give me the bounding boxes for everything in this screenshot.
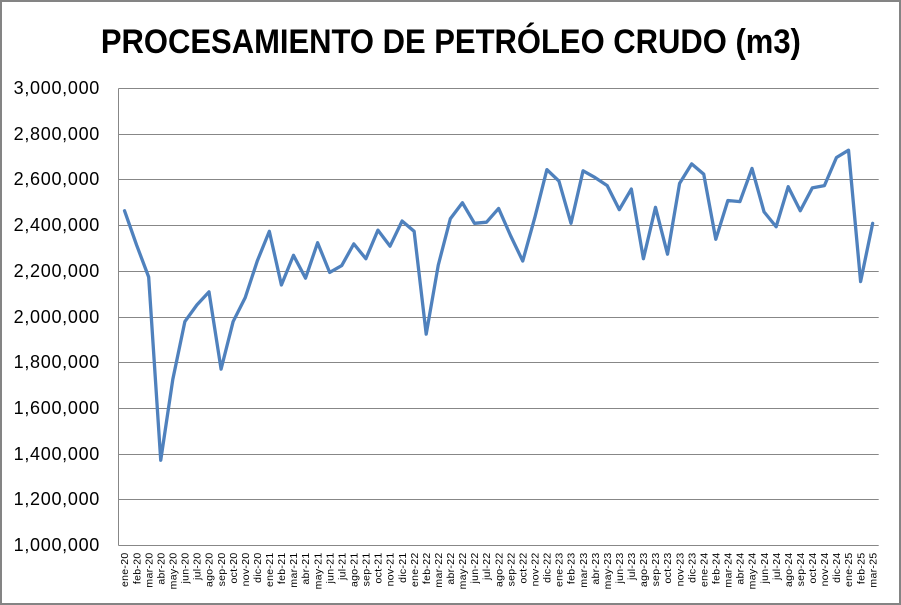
svg-text:dic-21: dic-21	[397, 553, 409, 583]
svg-text:1,600,000: 1,600,000	[14, 398, 100, 418]
svg-text:may-24: may-24	[747, 553, 759, 590]
svg-text:3,000,000: 3,000,000	[14, 78, 100, 98]
svg-text:ene-25: ene-25	[843, 553, 855, 588]
svg-text:mar-20: mar-20	[143, 553, 155, 588]
svg-text:may-22: may-22	[457, 553, 469, 590]
svg-text:jul-21: jul-21	[336, 553, 348, 581]
svg-text:oct-22: oct-22	[517, 553, 529, 584]
svg-text:oct-20: oct-20	[228, 553, 240, 584]
svg-text:2,600,000: 2,600,000	[14, 169, 100, 189]
svg-text:1,400,000: 1,400,000	[14, 444, 100, 464]
svg-text:ene-20: ene-20	[119, 553, 131, 588]
svg-text:nov-20: nov-20	[240, 553, 252, 587]
svg-text:PROCESAMIENTO DE PETRÓLEO CRUD: PROCESAMIENTO DE PETRÓLEO CRUDO (m3)	[101, 23, 801, 61]
svg-text:nov-21: nov-21	[385, 553, 397, 587]
svg-text:sep-22: sep-22	[505, 553, 517, 587]
svg-text:mar-25: mar-25	[867, 553, 879, 588]
svg-text:2,200,000: 2,200,000	[14, 261, 100, 281]
svg-text:mar-22: mar-22	[433, 553, 445, 588]
svg-text:mar-21: mar-21	[288, 553, 300, 588]
svg-text:ago-24: ago-24	[783, 553, 795, 588]
svg-text:dic-20: dic-20	[252, 553, 264, 583]
svg-text:mar-24: mar-24	[723, 553, 735, 588]
svg-text:ene-24: ene-24	[698, 553, 710, 588]
svg-text:dic-24: dic-24	[831, 553, 843, 583]
svg-text:sep-21: sep-21	[361, 553, 373, 587]
svg-text:jul-24: jul-24	[771, 553, 783, 581]
svg-text:nov-22: nov-22	[530, 553, 542, 587]
svg-text:oct-24: oct-24	[807, 553, 819, 584]
svg-text:sep-20: sep-20	[216, 553, 228, 587]
svg-text:nov-23: nov-23	[674, 553, 686, 587]
svg-text:may-23: may-23	[602, 553, 614, 590]
svg-text:2,000,000: 2,000,000	[14, 307, 100, 327]
svg-text:oct-21: oct-21	[373, 553, 385, 584]
svg-text:nov-24: nov-24	[819, 553, 831, 587]
svg-text:feb-21: feb-21	[276, 553, 288, 585]
svg-text:1,000,000: 1,000,000	[14, 535, 100, 555]
svg-text:may-20: may-20	[168, 553, 180, 590]
svg-text:feb-24: feb-24	[711, 553, 723, 585]
svg-text:oct-23: oct-23	[662, 553, 674, 584]
svg-text:may-21: may-21	[312, 553, 324, 590]
svg-text:abr-21: abr-21	[300, 553, 312, 585]
svg-text:jun-23: jun-23	[614, 553, 626, 585]
svg-text:abr-20: abr-20	[155, 553, 167, 585]
svg-text:1,200,000: 1,200,000	[14, 489, 100, 509]
svg-text:mar-23: mar-23	[578, 553, 590, 588]
svg-text:2,400,000: 2,400,000	[14, 215, 100, 235]
svg-text:ago-20: ago-20	[204, 553, 216, 588]
svg-text:1,800,000: 1,800,000	[14, 352, 100, 372]
svg-text:abr-22: abr-22	[445, 553, 457, 585]
svg-text:feb-20: feb-20	[131, 553, 143, 585]
svg-text:dic-23: dic-23	[686, 553, 698, 583]
svg-text:ene-22: ene-22	[409, 553, 421, 588]
svg-text:jun-20: jun-20	[180, 553, 192, 585]
svg-text:jul-23: jul-23	[626, 553, 638, 581]
svg-text:feb-23: feb-23	[566, 553, 578, 585]
svg-text:sep-24: sep-24	[795, 553, 807, 587]
svg-text:ago-23: ago-23	[638, 553, 650, 588]
svg-text:ene-21: ene-21	[264, 553, 276, 588]
svg-text:jun-22: jun-22	[469, 553, 481, 585]
svg-text:sep-23: sep-23	[650, 553, 662, 587]
svg-text:jun-21: jun-21	[324, 553, 336, 585]
svg-text:jul-22: jul-22	[481, 553, 493, 581]
svg-text:jun-24: jun-24	[759, 553, 771, 585]
svg-text:dic-22: dic-22	[542, 553, 554, 583]
svg-text:jul-20: jul-20	[192, 553, 204, 581]
svg-text:abr-23: abr-23	[590, 553, 602, 585]
svg-text:ene-23: ene-23	[554, 553, 566, 588]
svg-text:abr-24: abr-24	[735, 553, 747, 585]
svg-text:feb-22: feb-22	[421, 553, 433, 585]
svg-text:ago-21: ago-21	[349, 553, 361, 588]
svg-text:ago-22: ago-22	[493, 553, 505, 588]
svg-text:feb-25: feb-25	[855, 553, 867, 585]
svg-text:2,800,000: 2,800,000	[14, 124, 100, 144]
